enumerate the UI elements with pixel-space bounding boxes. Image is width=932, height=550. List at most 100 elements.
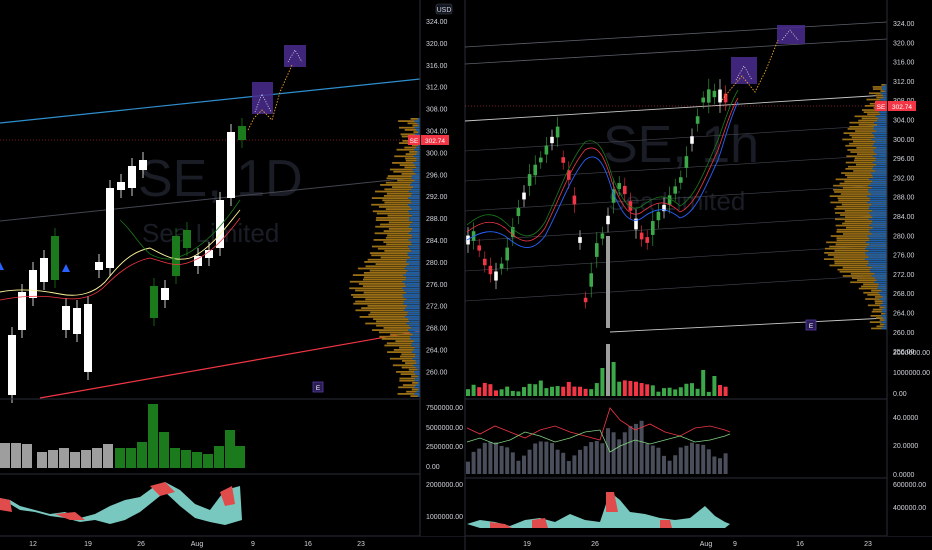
profile-bar [413,131,420,133]
candle-body [51,236,59,280]
profile-bar [871,327,887,330]
profile-bar-core [411,208,420,210]
right-chart-pane[interactable]: SE, 1h Sea Limited E [464,0,932,550]
right-projection-box-1[interactable] [731,57,757,84]
profile-bar [399,164,420,166]
profile-bar-core [871,233,887,235]
left-volume-tick: 5000000.00 [426,425,463,432]
left-price-tick: 260.00 [426,369,448,376]
profile-bar [375,219,420,221]
left-channel-upper[interactable] [0,78,421,124]
profile-bar-core [865,241,887,244]
profile-bar-core [871,132,887,134]
left-channel-lower[interactable] [39,330,421,399]
candle-body [499,263,504,269]
profile-bar [409,151,420,153]
candle-body [194,256,202,266]
candle-body [227,132,235,198]
profile-bar [867,294,887,296]
profile-bar [411,144,420,147]
profile-bar [367,258,420,261]
profile-bar [837,197,887,200]
profile-bar [838,199,887,202]
volume-bar [103,444,113,468]
profile-bar [874,302,887,305]
histogram-bar [656,447,661,474]
profile-bar-core [875,115,887,118]
profile-bar-core [882,300,887,302]
left-trendline-gray[interactable] [0,176,421,222]
volume-bar [555,386,560,396]
profile-bar-core [408,263,420,265]
histogram-bar [471,451,476,474]
left-time-tick: 19 [84,541,92,548]
histogram-bar [662,455,666,474]
left-currency-badge[interactable] [435,3,453,15]
right-channel-mid[interactable] [464,94,888,122]
volume-bar [499,389,504,396]
profile-bar-core [884,306,887,309]
profile-bar [371,245,420,248]
profile-bar-core [403,309,420,312]
right-time-axis[interactable]: 19 26 Aug 9 16 23 [523,541,872,548]
profile-bar [826,241,887,244]
profile-bar [874,300,887,302]
right-price-axis[interactable]: 324.00320.00316.00312.00308.00304.00300.… [875,0,932,536]
profile-bar [844,180,887,183]
left-price-axis[interactable]: USD 324.00 320.00 316.00 312.00 308.00 304.00… [408,0,465,536]
profile-bar-core [872,155,887,158]
histogram-bar [667,460,672,474]
left-projection-box-2[interactable] [284,45,306,67]
profile-bar [411,388,420,391]
candle-body [567,170,571,180]
candle-body [690,136,694,144]
candle-body [73,308,81,334]
volume-bar [192,452,202,468]
left-price-tick: 300.00 [426,150,448,157]
candle-body [662,204,666,212]
profile-bar-core [868,184,887,187]
profile-bar [829,195,887,197]
right-last-price-value: 302.74 [892,104,912,111]
left-price-tick: 304.00 [426,129,448,136]
profile-bar [842,233,887,235]
left-projection-box-1[interactable] [252,82,273,114]
profile-bar [855,130,887,132]
profile-bar [867,113,887,116]
left-earnings-marker[interactable] [312,381,324,393]
right-earnings-marker[interactable] [805,319,817,331]
left-chart-pane[interactable]: SE, 1D Sea Limited E [0,45,465,537]
left-price-tick: 316.00 [426,63,448,70]
candle-body [707,89,711,103]
right-channel-bottom[interactable] [609,317,888,333]
profile-bar-core [413,170,420,173]
right-osc-tick: 400000.00 [893,505,926,512]
histogram-bar [544,441,549,474]
profile-bar [364,261,420,263]
profile-bar-core [417,144,420,147]
right-price-tick: 268.00 [893,291,915,298]
candle-body [238,126,246,140]
right-channel-top-1[interactable] [464,21,888,48]
volume-bar [92,448,102,468]
left-time-axis[interactable]: 12 19 26 Aug 9 16 23 [29,541,365,548]
profile-bar-core [872,226,887,229]
profile-bar-core [403,274,420,276]
profile-bar-core [869,237,887,239]
left-ma-green [119,199,241,260]
profile-bar [355,300,420,303]
profile-bar [844,210,887,212]
profile-bar-core [410,223,420,226]
left-time-tick: 23 [357,541,365,548]
profile-bar-core [406,305,420,307]
profile-bar [858,287,887,290]
right-channel-top-2[interactable] [464,38,888,65]
volume-bar [70,452,80,468]
left-volume-profile [349,118,420,397]
right-projection-box-2[interactable] [777,25,805,44]
profile-bar [872,88,887,90]
histogram-bar [723,453,728,474]
profile-bar [872,308,887,311]
profile-bar [373,239,420,241]
